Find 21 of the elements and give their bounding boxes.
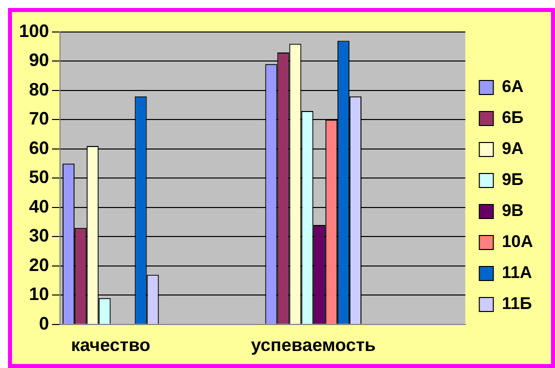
y-tick-label: 50: [29, 167, 50, 188]
x-tick-label: успеваемость: [250, 335, 376, 356]
y-tick-label: 30: [29, 226, 50, 246]
x-tick-label: качество: [70, 335, 150, 356]
legend-label: 11А: [502, 263, 532, 282]
legend-label: 6Б: [502, 108, 524, 128]
y-tick-label: 90: [29, 50, 50, 70]
legend-label: 6А: [502, 77, 524, 96]
y-tick-label: 80: [29, 79, 50, 100]
legend-label: 9А: [502, 139, 524, 158]
y-tick-label: 40: [29, 196, 50, 216]
y-tick-label: 0: [39, 313, 50, 334]
y-tick-label: 70: [29, 108, 50, 129]
legend-label: 9В: [502, 201, 524, 220]
y-tick-label: 10: [29, 284, 50, 304]
legend-label: 11Б: [502, 294, 532, 314]
y-tick-label: 20: [29, 254, 50, 275]
y-tick-label: 60: [29, 138, 50, 158]
y-tick-label: 100: [18, 20, 50, 41]
legend-label: 10А: [502, 232, 533, 252]
legend-label: 9Б: [502, 170, 524, 190]
